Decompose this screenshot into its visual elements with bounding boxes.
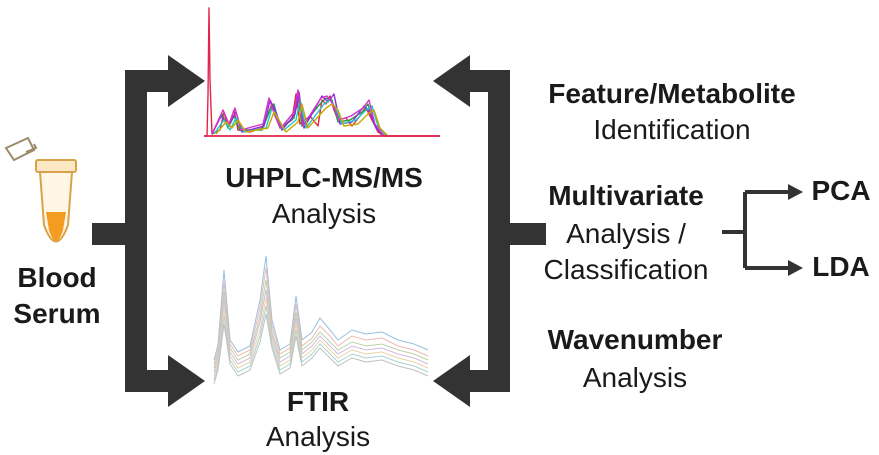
pca-label: PCA bbox=[811, 175, 871, 206]
multivariate-line2: Analysis / bbox=[566, 218, 686, 249]
serum-fill bbox=[46, 212, 66, 241]
multivariate-title: Multivariate bbox=[548, 180, 704, 211]
wavenumber-subtitle: Analysis bbox=[582, 362, 688, 393]
right-bracket-arrows bbox=[433, 55, 546, 407]
lda-arrowhead bbox=[788, 260, 803, 276]
sample-label-line2: Serum bbox=[13, 298, 101, 329]
ftir-subtitle: Analysis bbox=[265, 421, 371, 452]
uhplc-title: UHPLC-MS/MS bbox=[225, 162, 423, 193]
ftir-title: FTIR bbox=[286, 386, 350, 417]
uhplc-chromatogram bbox=[204, 7, 440, 137]
pca-arrowhead bbox=[788, 184, 803, 200]
uhplc-subtitle: Analysis bbox=[271, 198, 377, 229]
ftir-spectra bbox=[213, 255, 429, 385]
wavenumber-title: Wavenumber bbox=[547, 324, 723, 355]
pca-lda-branch bbox=[722, 190, 790, 270]
left-bracket-arrows bbox=[92, 55, 205, 407]
feature-subtitle: Identification bbox=[593, 114, 751, 145]
sample-label-line1: Blood bbox=[17, 262, 97, 293]
feature-title: Feature/Metabolite bbox=[548, 78, 796, 109]
lda-label: LDA bbox=[812, 251, 870, 282]
sample-tube-icon bbox=[4, 136, 77, 243]
multivariate-line3: Classification bbox=[543, 254, 709, 285]
